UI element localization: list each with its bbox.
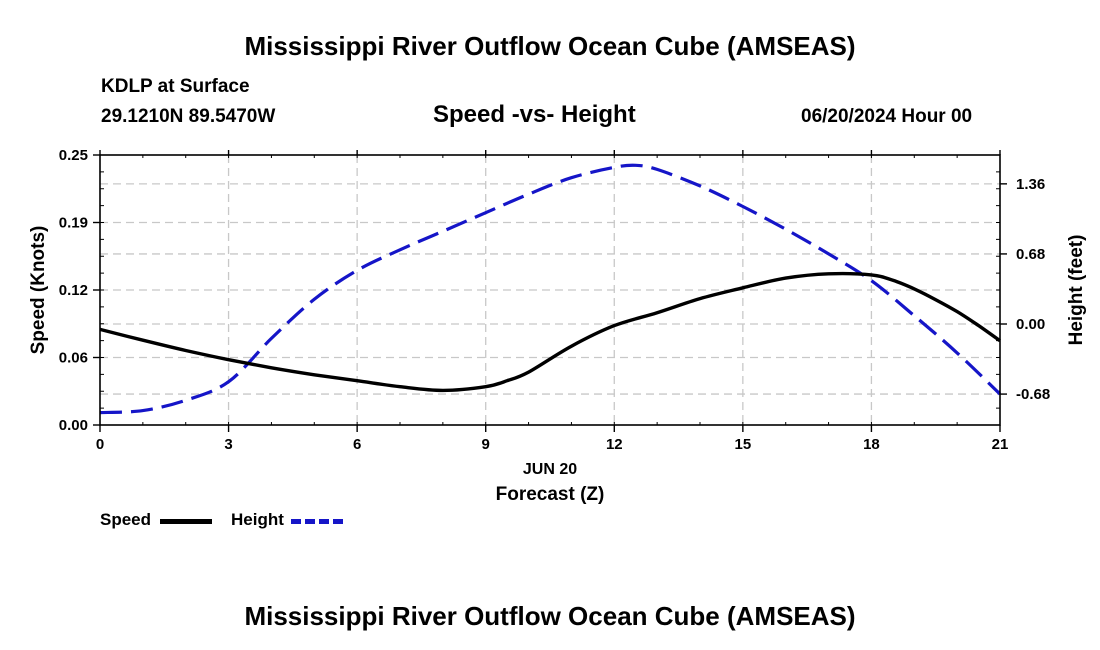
chart-subtitle: Speed -vs- Height <box>433 101 636 128</box>
y2-tick-label: -0.68 <box>1016 386 1050 403</box>
x-tick-label: 6 <box>353 436 361 453</box>
legend-height-label: Height <box>231 510 284 529</box>
y-tick-label: 0.12 <box>59 282 88 299</box>
axis-ticks <box>93 150 1007 432</box>
height-series-line <box>99 163 1002 415</box>
plot-frame <box>99 154 1001 426</box>
station-coords: 29.1210N 89.5470W <box>101 106 276 127</box>
y2-tick-label: 1.36 <box>1016 176 1045 193</box>
x-tick-label: 12 <box>606 436 623 453</box>
x-tick-label: 15 <box>735 436 752 453</box>
x-tick-label: 9 <box>482 436 490 453</box>
y-tick-label: 0.19 <box>59 215 88 232</box>
page-title: Mississippi River Outflow Ocean Cube (AM… <box>244 31 856 61</box>
forecast-datetime: 06/20/2024 Hour 00 <box>801 106 973 127</box>
y2-tick-label: 0.68 <box>1016 246 1045 263</box>
y2-tick-label: 0.00 <box>1016 316 1045 333</box>
x-tick-label: 0 <box>96 436 104 453</box>
legend-speed-label: Speed <box>100 510 152 529</box>
x-axis-label: Forecast (Z) <box>496 484 605 505</box>
grid <box>100 155 1000 425</box>
y2-axis-label: Height (feet) <box>1066 235 1087 346</box>
footer-title: Mississippi River Outflow Ocean Cube (AM… <box>244 601 856 631</box>
x-tick-label: 18 <box>863 436 880 453</box>
x-date-label: JUN 20 <box>523 461 577 478</box>
legend-speed-swatch <box>160 519 212 524</box>
y-tick-label: 0.00 <box>59 417 88 434</box>
station-label: KDLP at Surface <box>101 76 250 97</box>
speed-height-chart: 0 3 6 9 12 15 18 21 0.00 0.06 0.12 0.19 0.25 -0.68 0.0… <box>28 147 1087 505</box>
x-tick-label: 21 <box>992 436 1009 453</box>
y-tick-label: 0.06 <box>59 350 88 367</box>
x-tick-label: 3 <box>224 436 232 453</box>
y-axis-label: Speed (Knots) <box>28 226 49 355</box>
y-tick-label: 0.25 <box>59 147 88 164</box>
legend-height-swatch <box>291 519 343 524</box>
speed-series-line <box>99 271 1001 393</box>
